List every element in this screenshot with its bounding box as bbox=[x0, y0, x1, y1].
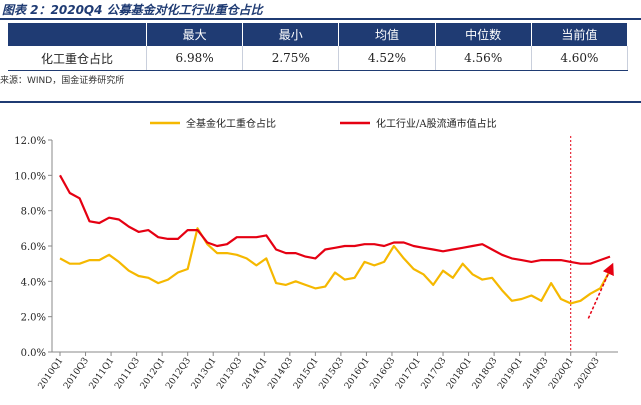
title-rule bbox=[0, 18, 641, 20]
stats-value-current: 4.60% bbox=[531, 46, 629, 71]
series-line-1 bbox=[59, 174, 611, 265]
chart-legend: 全基金化工重仓占比 化工行业/A股流通市值占比 bbox=[150, 117, 497, 130]
y-tick-label: 10.0% bbox=[14, 171, 46, 182]
stats-header-median: 中位数 bbox=[435, 23, 532, 46]
chart-axes: 0.0%2.0%4.0%6.0%8.0%10.0%12.0%2010Q12010… bbox=[14, 136, 618, 391]
y-tick-label: 0.0% bbox=[21, 348, 46, 359]
legend-label-1: 化工行业/A股流通市值占比 bbox=[376, 117, 497, 130]
x-tick-label: 2020Q3 bbox=[573, 356, 602, 391]
stats-header-max: 最大 bbox=[146, 23, 244, 46]
stats-header-blank bbox=[8, 23, 147, 46]
y-tick-label: 8.0% bbox=[21, 207, 46, 218]
chart-series bbox=[59, 174, 614, 319]
stats-value-median: 4.56% bbox=[435, 46, 532, 71]
line-chart: 全基金化工重仓占比 化工行业/A股流通市值占比 0.0% 2.0% 4.0% 6.0% 8… bbox=[14, 117, 618, 391]
figure-title: 图表 2：2020Q4 公募基金对化工行业重仓占比 bbox=[2, 3, 263, 17]
stats-value-min: 2.75% bbox=[242, 46, 340, 71]
y-tick-label: 6.0% bbox=[21, 242, 46, 253]
y-tick-label: 2.0% bbox=[21, 313, 46, 324]
stats-data-row: 化工重仓占比 6.98% 2.75% 4.52% 4.56% 4.60% bbox=[8, 46, 629, 71]
stats-value-mean: 4.52% bbox=[338, 46, 436, 71]
stats-header-row: 最大 最小 均值 中位数 当前值 bbox=[8, 23, 629, 46]
source-rule bbox=[0, 101, 641, 103]
legend-label-0: 全基金化工重仓占比 bbox=[186, 117, 276, 130]
series-line-0 bbox=[59, 227, 611, 305]
y-tick-label: 4.0% bbox=[21, 277, 46, 288]
stats-value-max: 6.98% bbox=[146, 46, 244, 71]
stats-header-mean: 均值 bbox=[338, 23, 436, 46]
source-note: 来源：WIND，国金证券研究所 bbox=[0, 76, 125, 86]
stats-row-label: 化工重仓占比 bbox=[8, 46, 147, 71]
y-tick-label: 12.0% bbox=[14, 136, 46, 147]
stats-table: 最大 最小 均值 中位数 当前值 化工重仓占比 6.98% 2.75% 4.52… bbox=[8, 23, 629, 71]
stats-header-min: 最小 bbox=[242, 23, 340, 46]
stats-header-current: 当前值 bbox=[531, 23, 629, 46]
